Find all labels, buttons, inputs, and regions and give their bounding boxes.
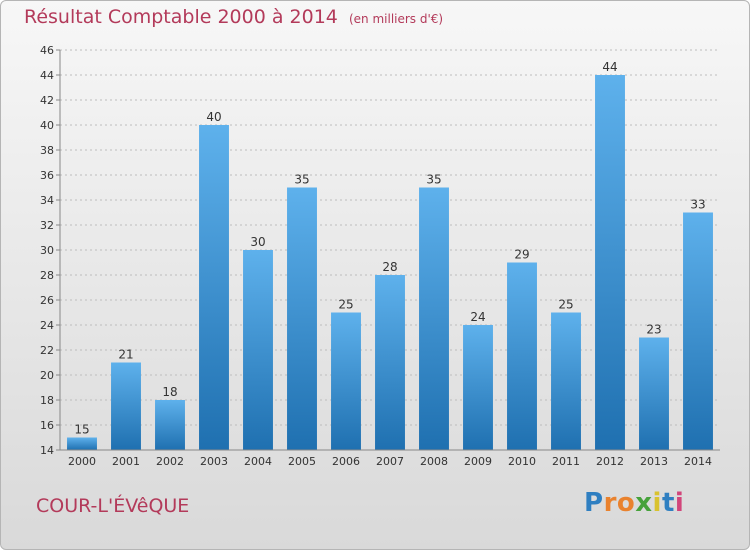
y-tick-label: 30 bbox=[40, 244, 54, 257]
y-tick-label: 34 bbox=[40, 194, 54, 207]
value-label: 28 bbox=[382, 260, 397, 274]
proxiti-logo: Proxiti bbox=[584, 488, 684, 518]
x-tick-label: 2003 bbox=[200, 455, 228, 468]
y-tick-label: 26 bbox=[40, 294, 54, 307]
x-axis: 2000 2001 2002 2003 2004 2005 2006 2007 2008 2009… bbox=[60, 449, 720, 468]
x-tick-label: 2010 bbox=[508, 455, 536, 468]
bar-2000 bbox=[67, 437, 97, 450]
y-tick-label: 24 bbox=[40, 319, 54, 332]
bar-2014 bbox=[683, 212, 713, 450]
y-tick-label: 20 bbox=[40, 369, 54, 382]
x-tick-label: 2012 bbox=[596, 455, 624, 468]
bar-2007 bbox=[375, 275, 405, 450]
x-tick-label: 2006 bbox=[332, 455, 360, 468]
x-tick-label: 2004 bbox=[244, 455, 272, 468]
logo-letter: P bbox=[584, 488, 604, 518]
commune-name: COUR-L'ÉVêQUE bbox=[36, 495, 190, 517]
bars: 15 21 18 40 30 35 25 28 35 24 29 25 44 23 33 bbox=[67, 60, 713, 450]
value-label: 33 bbox=[690, 198, 705, 212]
value-label: 15 bbox=[74, 423, 89, 437]
y-tick-label: 18 bbox=[40, 394, 54, 407]
logo-letter: r bbox=[603, 488, 617, 518]
bar-2012 bbox=[595, 75, 625, 450]
bar-2005 bbox=[287, 187, 317, 450]
y-tick-label: 36 bbox=[40, 169, 54, 182]
y-tick-label: 46 bbox=[40, 44, 54, 57]
chart-subtitle: (en milliers d'€) bbox=[348, 12, 444, 26]
y-tick-label: 44 bbox=[40, 69, 54, 82]
y-tick-label: 40 bbox=[40, 119, 54, 132]
x-tick-label: 2013 bbox=[640, 455, 668, 468]
chart-title-block: Résultat Comptable 2000 à 2014 (en milli… bbox=[24, 6, 443, 28]
logo-letter: t bbox=[661, 488, 675, 518]
y-tick-label: 38 bbox=[40, 144, 54, 157]
value-label: 18 bbox=[162, 385, 177, 399]
value-label: 30 bbox=[250, 235, 265, 249]
bar-2009 bbox=[463, 325, 493, 450]
chart-title: Résultat Comptable 2000 à 2014 bbox=[24, 6, 338, 28]
x-tick-label: 2008 bbox=[420, 455, 448, 468]
y-tick-label: 28 bbox=[40, 269, 54, 282]
y-tick-label: 22 bbox=[40, 344, 54, 357]
y-tick-label: 42 bbox=[40, 94, 54, 107]
x-tick-label: 2007 bbox=[376, 455, 404, 468]
value-label: 44 bbox=[602, 60, 617, 74]
x-tick-label: 2002 bbox=[156, 455, 184, 468]
logo-letter: i bbox=[674, 488, 685, 518]
bar-2001 bbox=[111, 362, 141, 450]
y-tick-label: 32 bbox=[40, 219, 54, 232]
bar-2011 bbox=[551, 312, 581, 450]
bar-2002 bbox=[155, 400, 185, 450]
bar-2010 bbox=[507, 262, 537, 450]
x-tick-label: 2005 bbox=[288, 455, 316, 468]
x-tick-label: 2000 bbox=[68, 455, 96, 468]
value-label: 29 bbox=[514, 248, 529, 262]
logo-letter: x bbox=[635, 488, 653, 518]
x-tick-label: 2009 bbox=[464, 455, 492, 468]
bar-2006 bbox=[331, 312, 361, 450]
logo-letter: i bbox=[652, 488, 662, 518]
value-label: 23 bbox=[646, 323, 661, 337]
x-tick-label: 2001 bbox=[112, 455, 140, 468]
value-label: 21 bbox=[118, 348, 133, 362]
value-label: 40 bbox=[206, 110, 221, 124]
value-label: 35 bbox=[294, 173, 309, 187]
logo-letter: o bbox=[616, 488, 636, 518]
value-label: 25 bbox=[558, 298, 573, 312]
x-tick-label: 2011 bbox=[552, 455, 580, 468]
y-tick-label: 14 bbox=[40, 444, 54, 457]
x-tick-label: 2014 bbox=[684, 455, 712, 468]
y-tick-label: 16 bbox=[40, 419, 54, 432]
y-axis: 14 16 18 20 22 24 26 28 30 32 34 36 38 40 42 44 46 bbox=[40, 44, 61, 457]
value-label: 35 bbox=[426, 173, 441, 187]
bar-2004 bbox=[243, 250, 273, 450]
value-label: 25 bbox=[338, 298, 353, 312]
bar-2003 bbox=[199, 125, 229, 450]
bar-2013 bbox=[639, 337, 669, 450]
bar-2008 bbox=[419, 187, 449, 450]
value-label: 24 bbox=[470, 310, 485, 324]
